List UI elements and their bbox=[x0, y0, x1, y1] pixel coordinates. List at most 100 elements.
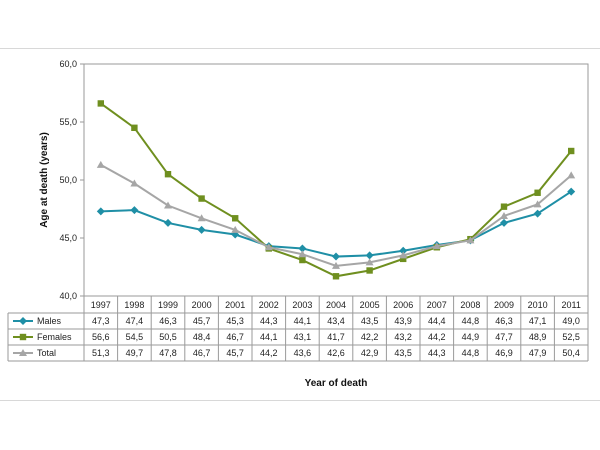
table-cell-total: 46,9 bbox=[495, 348, 513, 358]
data-point-total bbox=[96, 160, 105, 168]
x-tick-label: 2008 bbox=[460, 300, 480, 310]
table-cell-total: 45,7 bbox=[226, 348, 244, 358]
data-point-total bbox=[298, 250, 307, 258]
x-tick-label: 1998 bbox=[124, 300, 144, 310]
x-tick-label: 1997 bbox=[91, 300, 111, 310]
legend-label-females: Females bbox=[37, 332, 72, 342]
top-rule bbox=[0, 48, 600, 49]
data-point-males bbox=[533, 209, 542, 218]
data-point-males bbox=[399, 246, 408, 255]
data-point-total bbox=[399, 251, 408, 259]
table-cell-females: 47,7 bbox=[495, 332, 513, 342]
data-point-males bbox=[500, 218, 508, 227]
x-tick-label: 2001 bbox=[225, 300, 245, 310]
data-point-males bbox=[567, 187, 576, 196]
data-point-total bbox=[365, 258, 374, 266]
x-tick-label: 2006 bbox=[393, 300, 413, 310]
data-point-females bbox=[534, 189, 541, 196]
series-line-total bbox=[100, 164, 572, 267]
table-cell-total: 43,5 bbox=[394, 348, 412, 358]
table-cell-females: 50,5 bbox=[159, 332, 177, 342]
data-point-females bbox=[299, 256, 306, 264]
data-point-total bbox=[264, 243, 273, 251]
data-point-males bbox=[197, 225, 206, 234]
data-point-females bbox=[164, 171, 172, 178]
data-point-total bbox=[533, 200, 542, 208]
plot-area bbox=[83, 63, 589, 297]
table-cell-females: 42,2 bbox=[361, 332, 379, 342]
table-cell-total: 42,9 bbox=[361, 348, 379, 358]
data-point-males bbox=[164, 218, 172, 227]
data-point-total bbox=[197, 214, 206, 222]
y-tick-label: 40,0 bbox=[59, 291, 77, 301]
legend-key-marker-males bbox=[19, 317, 27, 325]
table-cell-females: 48,4 bbox=[193, 332, 211, 342]
table-cell-males: 47,3 bbox=[92, 316, 110, 326]
table-cell-total: 46,7 bbox=[193, 348, 211, 358]
table-cell-males: 46,3 bbox=[159, 316, 177, 326]
data-point-males bbox=[365, 251, 374, 260]
table-cell-total: 43,6 bbox=[294, 348, 312, 358]
table-cell-total: 49,7 bbox=[126, 348, 144, 358]
y-tick-label: 50,0 bbox=[59, 175, 77, 185]
table-cell-males: 49,0 bbox=[562, 316, 580, 326]
series-line-males bbox=[100, 190, 572, 258]
y-tick-label: 60,0 bbox=[59, 59, 77, 69]
table-cell-females: 41,7 bbox=[327, 332, 345, 342]
data-point-males bbox=[298, 244, 307, 253]
x-tick-label: 1999 bbox=[158, 300, 178, 310]
x-tick-label: 2000 bbox=[192, 300, 212, 310]
table-cell-females: 43,2 bbox=[394, 332, 412, 342]
data-point-total bbox=[432, 242, 441, 250]
data-point-females bbox=[366, 267, 373, 274]
data-point-females bbox=[568, 147, 575, 155]
table-cell-females: 48,9 bbox=[529, 332, 547, 342]
table-cell-females: 56,6 bbox=[92, 332, 110, 342]
table-cell-females: 43,1 bbox=[294, 332, 312, 342]
table-cell-total: 44,2 bbox=[260, 348, 278, 358]
table-cell-males: 46,3 bbox=[495, 316, 513, 326]
table-cell-total: 44,3 bbox=[428, 348, 446, 358]
table-cell-males: 45,3 bbox=[226, 316, 244, 326]
data-point-males bbox=[130, 206, 139, 215]
x-tick-label: 2004 bbox=[326, 300, 346, 310]
legend-label-total: Total bbox=[37, 348, 56, 358]
table-cell-total: 51,3 bbox=[92, 348, 110, 358]
table-cell-males: 45,7 bbox=[193, 316, 211, 326]
series-line-females bbox=[100, 102, 572, 278]
legend-key-marker-total bbox=[19, 349, 27, 356]
x-tick-label: 2010 bbox=[528, 300, 548, 310]
x-tick-label: 2009 bbox=[494, 300, 514, 310]
data-point-total bbox=[130, 179, 139, 187]
table-cell-females: 54,5 bbox=[126, 332, 144, 342]
table-cell-females: 44,9 bbox=[462, 332, 480, 342]
table-cell-females: 52,5 bbox=[562, 332, 580, 342]
table-cell-males: 43,4 bbox=[327, 316, 345, 326]
table-cell-males: 47,4 bbox=[126, 316, 144, 326]
data-point-females bbox=[232, 215, 239, 222]
table-cell-total: 50,4 bbox=[562, 348, 580, 358]
data-point-total bbox=[164, 201, 172, 209]
table-cell-males: 43,9 bbox=[394, 316, 412, 326]
table-cell-males: 44,3 bbox=[260, 316, 278, 326]
data-point-total bbox=[466, 236, 475, 244]
x-tick-label: 2003 bbox=[292, 300, 312, 310]
table-cell-females: 44,1 bbox=[260, 332, 278, 342]
table-cell-males: 44,1 bbox=[294, 316, 312, 326]
data-point-males bbox=[332, 252, 340, 261]
table-cell-females: 44,2 bbox=[428, 332, 446, 342]
x-tick-label: 2011 bbox=[562, 300, 581, 310]
data-point-total bbox=[500, 211, 508, 219]
table-cell-total: 47,8 bbox=[159, 348, 177, 358]
y-axis-title: Age at death (years) bbox=[39, 132, 50, 228]
x-tick-label: 2007 bbox=[427, 300, 447, 310]
data-point-total bbox=[567, 171, 576, 179]
data-point-females bbox=[400, 255, 407, 263]
y-tick-label: 45,0 bbox=[59, 233, 77, 243]
data-point-males bbox=[96, 207, 105, 216]
table-cell-total: 42,6 bbox=[327, 348, 345, 358]
table-cell-total: 47,9 bbox=[529, 348, 547, 358]
data-point-total bbox=[231, 225, 240, 233]
table-cell-males: 44,8 bbox=[462, 316, 480, 326]
